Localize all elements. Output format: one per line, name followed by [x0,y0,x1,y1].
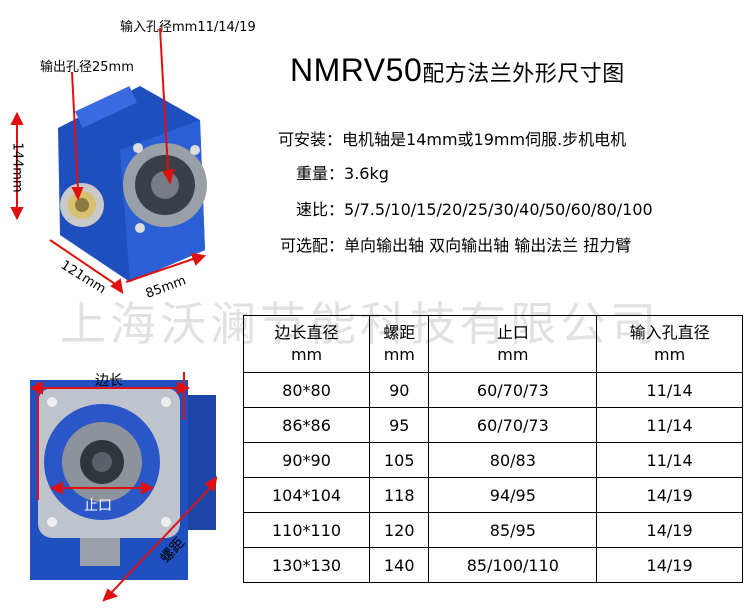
spec-value: 电机轴是14mm或19mm伺服.步机电机 [342,130,627,149]
dimension-table: 边长直径 mm 螺距 mm 止口 mm 输入孔直径 mm 80*80 90 60/70/73… [242,315,743,583]
header-bolt-distance: 螺距 mm [369,315,430,373]
table-row: 80*80 90 60/70/73 11/14 [242,372,743,408]
spec-label: 可安装： [278,130,343,149]
spec-ratio: 速比：5/7.5/10/15/20/25/30/40/50/60/80/100 [296,196,653,220]
output-bore-annotation: 输出孔径25mm [40,60,134,75]
header-side-length: 边长直径 mm [242,315,371,373]
spec-value: 5/7.5/10/15/20/25/30/40/50/60/80/100 [344,200,653,219]
header-input-bore: 输入孔直径 mm [596,315,743,373]
title-subtitle: 配方法兰外形尺寸图 [422,62,625,87]
table-row: 90*90 105 80/83 11/14 [242,442,743,478]
reducer-top-image [58,86,207,282]
table-row: 110*110 120 85/95 14/19 [242,512,743,548]
spec-weight: 重量：3.6kg [296,160,389,184]
table-row: 104*104 118 94/95 14/19 [242,477,743,513]
side-length-annotation: 边长 [95,373,123,389]
spec-install: 可安装：电机轴是14mm或19mm伺服.步机电机 [278,126,626,150]
dimension-arrows-bottom [29,372,218,602]
height-annotation: 144mm [9,142,25,193]
page-title: NMRV50配方法兰外形尺寸图 [290,52,625,89]
input-bore-annotation: 输入孔径mm11/14/19 [120,20,256,35]
spec-label: 重量： [296,164,345,183]
reducer-bottom-image [30,380,216,580]
spigot-annotation: 止口 [84,498,112,514]
header-spigot: 止口 mm [428,315,598,373]
dimension-arrows-top [10,27,207,294]
table-header-row: 边长直径 mm 螺距 mm 止口 mm 输入孔直径 mm [242,315,743,373]
table-row: 130*130 140 85/100/110 14/19 [242,547,743,583]
spec-value: 3.6kg [344,164,389,183]
table-row: 86*86 95 60/70/73 11/14 [242,407,743,443]
spec-options: 可选配：单向输出轴 双向输出轴 输出法兰 扭力臂 [280,232,631,256]
spec-label: 可选配： [280,236,345,255]
spec-label: 速比： [296,200,345,219]
spec-value: 单向输出轴 双向输出轴 输出法兰 扭力臂 [344,236,632,255]
title-model: NMRV50 [290,52,423,88]
